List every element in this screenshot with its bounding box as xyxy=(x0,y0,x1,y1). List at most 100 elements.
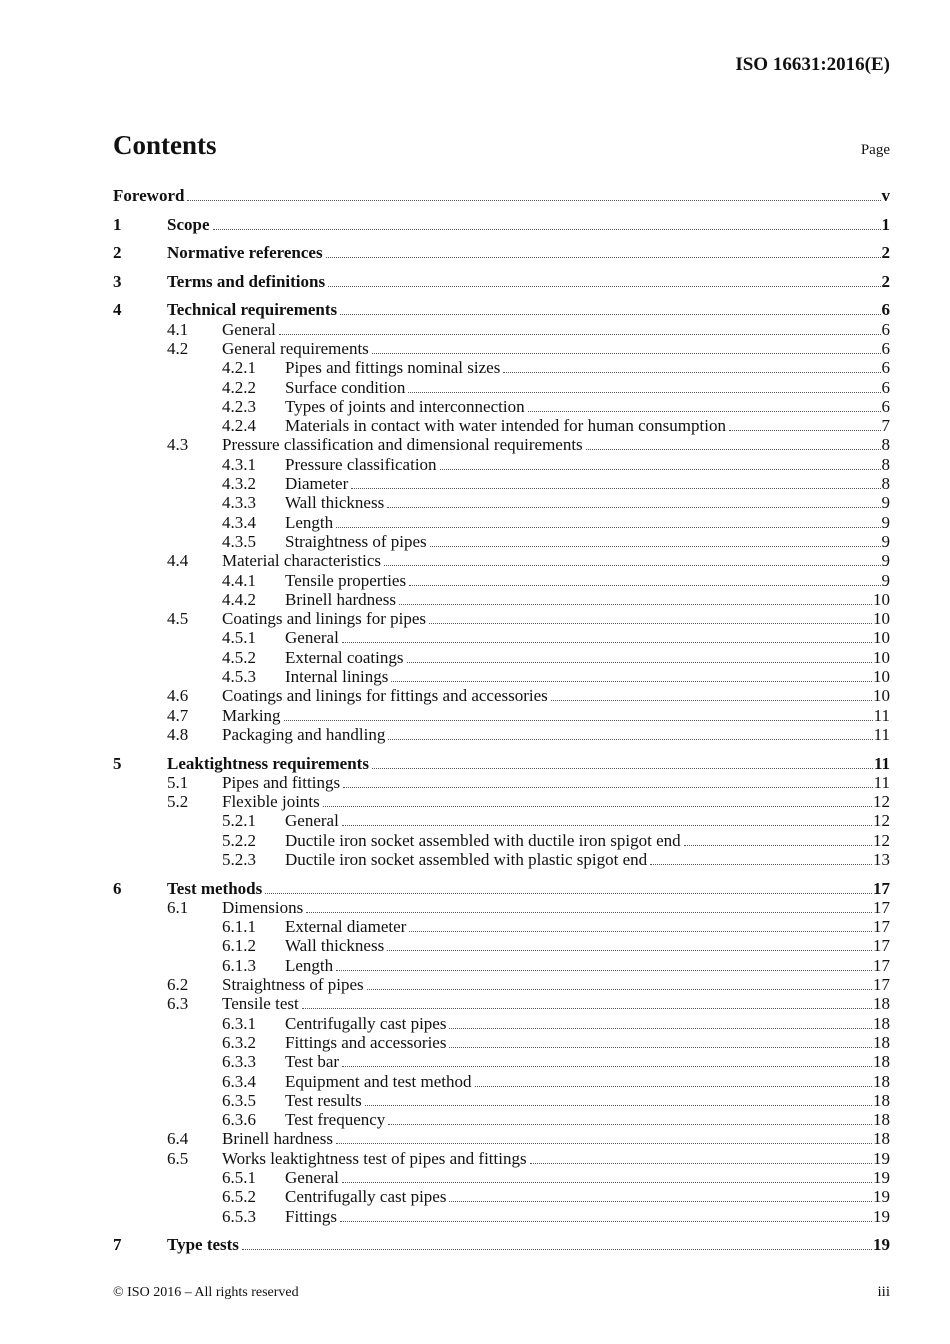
toc-entry[interactable]: 4.4.2 Brinell hardness 10 xyxy=(113,589,890,610)
toc-entry[interactable]: 4.5.1 General 10 xyxy=(113,628,890,648)
toc-entry-title[interactable]: Wall thickness xyxy=(285,936,387,956)
toc-entry[interactable]: 4.2.2 Surface condition 6 xyxy=(113,377,890,397)
toc-entry[interactable]: 6.5.3 Fittings 19 xyxy=(113,1206,890,1226)
toc-entry[interactable]: 4.5.2 External coatings 10 xyxy=(113,647,890,668)
toc-entry[interactable]: 6.3 Tensile test 18 xyxy=(113,994,890,1014)
toc-entry-title[interactable]: Straightness of pipes xyxy=(222,975,366,995)
toc-entry-title[interactable]: Equipment and test method xyxy=(285,1071,474,1091)
toc-entry[interactable]: 4.4.1 Tensile properties 9 xyxy=(113,570,890,590)
toc-entry-title[interactable]: Ductile iron socket assembled with plast… xyxy=(285,849,650,870)
toc-entry-title[interactable]: Pressure classification xyxy=(285,454,439,475)
toc-entry-title[interactable]: Diameter xyxy=(285,474,351,494)
toc-entry-title[interactable]: Pipes and fittings xyxy=(222,772,343,793)
toc-entry[interactable]: 4.2.4 Materials in contact with water int… xyxy=(113,416,890,436)
toc-entry[interactable]: 3 Terms and definitions 2 xyxy=(113,271,890,292)
toc-entry-title[interactable]: External coatings xyxy=(285,647,406,668)
toc-entry[interactable]: 6 Test methods 17 xyxy=(113,878,890,898)
toc-entry-title[interactable]: Type tests xyxy=(167,1235,241,1255)
toc-entry-title[interactable]: General xyxy=(222,319,278,339)
toc-entry-title[interactable]: General xyxy=(285,628,341,648)
toc-entry-title[interactable]: Types of joints and interconnection xyxy=(285,396,527,417)
toc-entry-title[interactable]: Length xyxy=(285,512,336,532)
toc-entry[interactable]: 6.5 Works leaktightness test of pipes and… xyxy=(113,1148,890,1169)
toc-entry[interactable]: 4.3.5 Straightness of pipes 9 xyxy=(113,531,890,552)
toc-entry-title[interactable]: Surface condition xyxy=(285,377,408,397)
toc-entry-title[interactable]: Length xyxy=(285,955,336,976)
toc-entry-title[interactable]: Normative references xyxy=(167,243,325,263)
toc-entry-title[interactable]: Centrifugally cast pipes xyxy=(285,1013,449,1033)
toc-entry-title[interactable]: Works leaktightness test of pipes and fi… xyxy=(222,1148,529,1169)
toc-entry[interactable]: 6.3.2 Fittings and accessories 18 xyxy=(113,1032,890,1053)
toc-entry-title[interactable]: Materials in contact with water intended… xyxy=(285,416,728,436)
toc-entry-title[interactable]: Fittings xyxy=(285,1206,339,1226)
toc-entry-title[interactable]: Pipes and fittings nominal sizes xyxy=(285,358,503,378)
toc-entry[interactable]: 4.2 General requirements 6 xyxy=(113,338,890,359)
toc-entry-title[interactable]: Wall thickness xyxy=(285,493,387,513)
toc-entry[interactable]: 4.3.1 Pressure classification 8 xyxy=(113,454,890,475)
toc-entry[interactable]: 4.3 Pressure classification and dimension… xyxy=(113,435,890,455)
toc-entry[interactable]: 6.5.2 Centrifugally cast pipes 19 xyxy=(113,1187,890,1207)
toc-entry[interactable]: 6.2 Straightness of pipes 17 xyxy=(113,975,890,995)
toc-entry[interactable]: 6.3.4 Equipment and test method 18 xyxy=(113,1071,890,1091)
toc-entry-title[interactable]: Tensile properties xyxy=(285,570,409,590)
toc-entry[interactable]: 4.2.3 Types of joints and interconnection… xyxy=(113,396,890,417)
toc-entry-title[interactable]: Test methods xyxy=(167,878,265,898)
toc-entry-title[interactable]: Test results xyxy=(285,1090,364,1111)
toc-entry-title[interactable]: Test bar xyxy=(285,1052,342,1072)
toc-entry[interactable]: Foreword v xyxy=(113,186,890,206)
toc-entry-title[interactable]: Marking xyxy=(222,705,283,725)
toc-entry-title[interactable]: Test frequency xyxy=(285,1110,388,1130)
toc-entry[interactable]: 5.2 Flexible joints 12 xyxy=(113,792,890,812)
toc-entry[interactable]: 5.1 Pipes and fittings 11 xyxy=(113,772,890,793)
toc-entry[interactable]: 6.1.2 Wall thickness 17 xyxy=(113,936,890,956)
toc-entry-title[interactable]: Brinell hardness xyxy=(222,1129,335,1149)
toc-entry[interactable]: 5 Leaktightness requirements 11 xyxy=(113,753,890,773)
toc-entry[interactable]: 6.1.3 Length 17 xyxy=(113,955,890,976)
toc-entry-title[interactable]: Flexible joints xyxy=(222,792,322,812)
toc-entry-title[interactable]: Foreword xyxy=(113,186,187,206)
toc-entry-title[interactable]: Technical requirements xyxy=(167,300,340,320)
toc-entry-title[interactable]: Terms and definitions xyxy=(167,271,328,292)
toc-entry[interactable]: 2 Normative references 2 xyxy=(113,243,890,263)
toc-entry[interactable]: 6.3.6 Test frequency 18 xyxy=(113,1110,890,1130)
toc-entry[interactable]: 4.1 General 6 xyxy=(113,319,890,339)
toc-entry[interactable]: 5.2.1 General 12 xyxy=(113,811,890,831)
toc-entry-title[interactable]: Brinell hardness xyxy=(285,589,398,610)
toc-entry[interactable]: 6.3.3 Test bar 18 xyxy=(113,1052,890,1072)
toc-entry[interactable]: 6.3.5 Test results 18 xyxy=(113,1090,890,1111)
toc-entry-title[interactable]: Coatings and linings for fittings and ac… xyxy=(222,686,550,706)
toc-entry[interactable]: 4.6 Coatings and linings for fittings and… xyxy=(113,686,890,706)
toc-entry-title[interactable]: Material characteristics xyxy=(222,551,384,571)
toc-entry[interactable]: 6.5.1 General 19 xyxy=(113,1168,890,1188)
toc-entry[interactable]: 4.3.3 Wall thickness 9 xyxy=(113,493,890,513)
toc-entry[interactable]: 4.7 Marking 11 xyxy=(113,705,890,725)
toc-entry-title[interactable]: Fittings and accessories xyxy=(285,1032,449,1053)
toc-entry[interactable]: 7 Type tests 19 xyxy=(113,1235,890,1255)
toc-entry-title[interactable]: Ductile iron socket assembled with ducti… xyxy=(285,830,683,850)
toc-entry[interactable]: 4.5.3 Internal linings 10 xyxy=(113,667,890,687)
toc-entry-title[interactable]: General requirements xyxy=(222,338,371,359)
toc-entry-title[interactable]: Dimensions xyxy=(222,897,306,918)
toc-entry-title[interactable]: Centrifugally cast pipes xyxy=(285,1187,449,1207)
toc-entry[interactable]: 5.2.3 Ductile iron socket assembled with … xyxy=(113,849,890,870)
toc-entry-title[interactable]: Pressure classification and dimensional … xyxy=(222,435,585,455)
toc-entry[interactable]: 4 Technical requirements 6 xyxy=(113,300,890,320)
toc-entry[interactable]: 4.3.4 Length 9 xyxy=(113,512,890,532)
toc-entry[interactable]: 6.3.1 Centrifugally cast pipes 18 xyxy=(113,1013,890,1033)
toc-entry[interactable]: 6.1 Dimensions 17 xyxy=(113,897,890,918)
toc-entry-title[interactable]: General xyxy=(285,1168,341,1188)
toc-entry[interactable]: 6.4 Brinell hardness 18 xyxy=(113,1129,890,1149)
toc-entry-title[interactable]: Leaktightness requirements xyxy=(167,753,371,773)
toc-entry[interactable]: 5.2.2 Ductile iron socket assembled with … xyxy=(113,830,890,850)
toc-entry[interactable]: 4.8 Packaging and handling 11 xyxy=(113,724,890,745)
toc-entry-title[interactable]: Straightness of pipes xyxy=(285,531,429,552)
toc-entry-title[interactable]: Scope xyxy=(167,214,212,234)
toc-entry[interactable]: 4.3.2 Diameter 8 xyxy=(113,474,890,494)
toc-entry-title[interactable]: External diameter xyxy=(285,917,409,937)
toc-entry-title[interactable]: Internal linings xyxy=(285,667,391,687)
toc-entry[interactable]: 6.1.1 External diameter 17 xyxy=(113,917,890,937)
toc-entry[interactable]: 4.5 Coatings and linings for pipes 10 xyxy=(113,609,890,629)
toc-entry[interactable]: 1 Scope 1 xyxy=(113,214,890,234)
toc-entry[interactable]: 4.4 Material characteristics 9 xyxy=(113,551,890,571)
toc-entry-title[interactable]: Packaging and handling xyxy=(222,724,388,745)
